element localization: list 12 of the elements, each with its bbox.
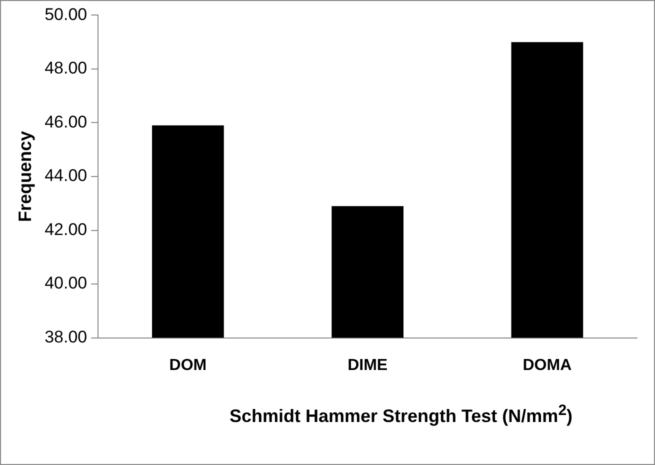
x-tick-label: DOM xyxy=(169,356,207,374)
y-tick-label: 50.00 xyxy=(44,4,88,24)
y-tick-label: 42.00 xyxy=(44,220,88,239)
y-tick-label: 40.00 xyxy=(44,274,88,293)
y-tick-label: 48.00 xyxy=(44,58,88,78)
x-tick-label: DIME xyxy=(348,356,388,374)
y-axis-title: Frequency xyxy=(14,130,35,222)
x-tick-label: DOMA xyxy=(522,356,572,374)
y-tick-label: 38.00 xyxy=(44,327,88,346)
y-tick-label: 46.00 xyxy=(44,112,88,132)
x-axis-title: Schmidt Hammer Strength Test (N/mm$^{2}$) xyxy=(228,402,574,427)
y-tick-label: 44.00 xyxy=(44,166,88,186)
